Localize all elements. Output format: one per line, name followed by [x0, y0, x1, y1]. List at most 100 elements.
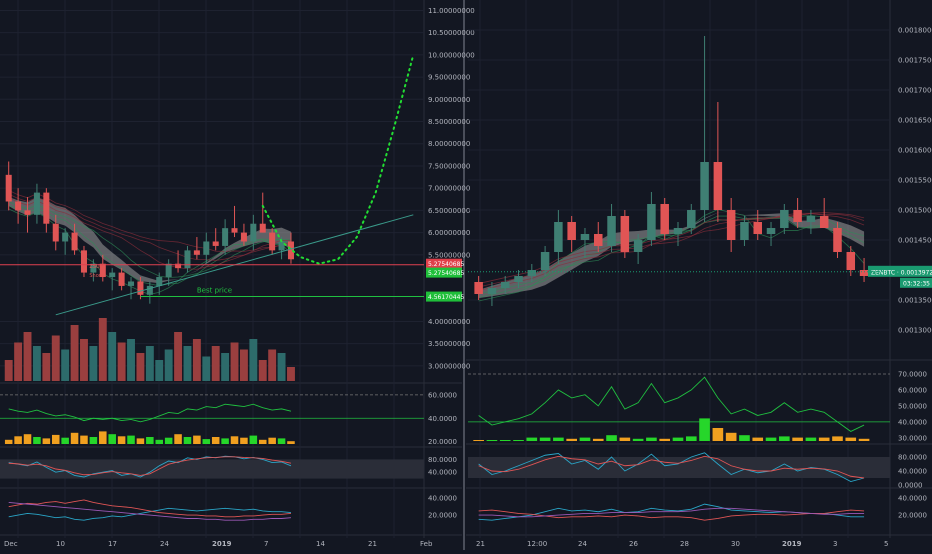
histogram-bar: [832, 436, 843, 441]
time-axis-label: 24: [160, 540, 169, 548]
candle-body: [156, 277, 163, 286]
stoch-d-line: [8, 456, 292, 476]
moving-average-line: [8, 201, 291, 278]
price-axis-label: 5.50000000: [428, 251, 470, 259]
price-tag-text: 5.27540685: [428, 270, 464, 277]
candle-body: [259, 223, 266, 233]
histogram-bar: [4, 439, 13, 444]
histogram-bar: [592, 438, 604, 441]
candle-body: [15, 201, 22, 211]
histogram-bar: [685, 436, 697, 441]
histogram-bar: [752, 437, 764, 441]
price-tag: [426, 258, 462, 269]
price-axis-label: 8.50000000: [428, 118, 470, 126]
histogram-bar: [659, 438, 671, 441]
candle-body: [231, 228, 238, 233]
stoch-k-line: [8, 455, 292, 478]
projection-curve: [261, 53, 415, 265]
time-axis-label: 2019: [782, 540, 802, 548]
moving-average-line: [478, 215, 865, 298]
stoch-k-line: [478, 452, 865, 482]
candle-body: [859, 270, 869, 276]
price-tag: [868, 265, 932, 277]
price-axis-label: 0.00155000: [898, 177, 932, 185]
candle-body: [212, 241, 219, 246]
histogram-bar: [99, 431, 107, 444]
moving-average-line: [478, 209, 865, 302]
price-axis-label: 0.00160000: [898, 147, 932, 155]
volume-bar: [202, 356, 211, 381]
histogram-bar: [127, 435, 135, 444]
histogram-bar: [473, 440, 484, 441]
candle-body: [673, 228, 683, 234]
histogram-bar: [805, 437, 817, 441]
candle-body: [24, 210, 31, 215]
histogram-bar: [277, 438, 286, 444]
rsi-axis-label: 20.0000: [428, 438, 457, 446]
candle-body: [554, 222, 563, 252]
price-axis-label: 0.00170000: [898, 87, 932, 95]
volume-bar: [145, 346, 154, 381]
stoch-d-line: [478, 455, 865, 479]
candle-body: [766, 228, 776, 234]
histogram-bar: [117, 436, 126, 444]
histogram-bar: [619, 437, 631, 441]
volume-bar: [249, 339, 258, 381]
candle-body: [660, 204, 669, 234]
stoch-axis-label: 80.0000: [428, 456, 457, 464]
time-axis-label: 21: [368, 540, 377, 548]
stoch-band: [468, 457, 890, 478]
time-axis-label: 24: [578, 540, 587, 548]
time-axis-label: 12:00: [527, 540, 547, 548]
time-axis-label: 21: [476, 540, 485, 548]
volume-bar: [239, 349, 248, 381]
candle-body: [487, 288, 497, 294]
rsi-axis-label: 50.0000: [898, 402, 927, 410]
volume-bar: [14, 342, 23, 381]
price-axis-label: 10.00000000: [428, 51, 475, 59]
time-axis-label: 17: [108, 540, 117, 548]
volume-bar: [268, 349, 277, 381]
time-axis-label: 14: [316, 540, 325, 548]
candle-body: [700, 162, 709, 210]
volume-bar: [98, 318, 107, 381]
rsi-axis-label: 40.0000: [428, 415, 457, 423]
best-price-label: Best price: [197, 287, 232, 295]
candle-body: [146, 285, 153, 295]
histogram-bar: [526, 437, 538, 441]
candle-body: [620, 216, 630, 252]
price-axis-label: 0.00145000: [898, 237, 932, 245]
histogram-bar: [579, 437, 591, 441]
time-axis-label: 26: [629, 540, 638, 548]
histogram-bar: [632, 438, 644, 441]
volume-bar: [42, 353, 51, 381]
dmi-axis-label: 40.0000: [898, 495, 927, 503]
histogram-bar: [80, 435, 88, 444]
candle-body: [500, 282, 510, 288]
candle-body: [43, 192, 50, 224]
candle-body: [128, 281, 135, 286]
histogram-bar: [646, 437, 657, 441]
volume-bar: [183, 346, 192, 381]
candle-body: [580, 234, 590, 240]
histogram-bar: [164, 437, 173, 444]
short-marker-label: ZSUSE: [89, 264, 106, 270]
price-axis-label: 3.50000000: [428, 340, 470, 348]
dmi-axis-label: 20.0000: [428, 512, 457, 520]
volume-bar: [70, 325, 79, 381]
candle-body: [753, 222, 762, 234]
candle-body: [726, 210, 736, 240]
rsi-axis-label: 40.0000: [898, 418, 927, 426]
candle-body: [540, 252, 550, 270]
histogram-bar: [230, 436, 239, 444]
rsi-axis-label: 70.0000: [898, 370, 927, 378]
histogram-bar: [33, 437, 41, 444]
candle-body: [278, 241, 285, 251]
volume-bar: [108, 332, 117, 381]
stoch-axis-label: 40.0000: [428, 469, 457, 477]
histogram-bar: [287, 441, 295, 444]
histogram-bar: [146, 437, 154, 444]
price-tag-text: 5.27540685: [428, 261, 464, 268]
